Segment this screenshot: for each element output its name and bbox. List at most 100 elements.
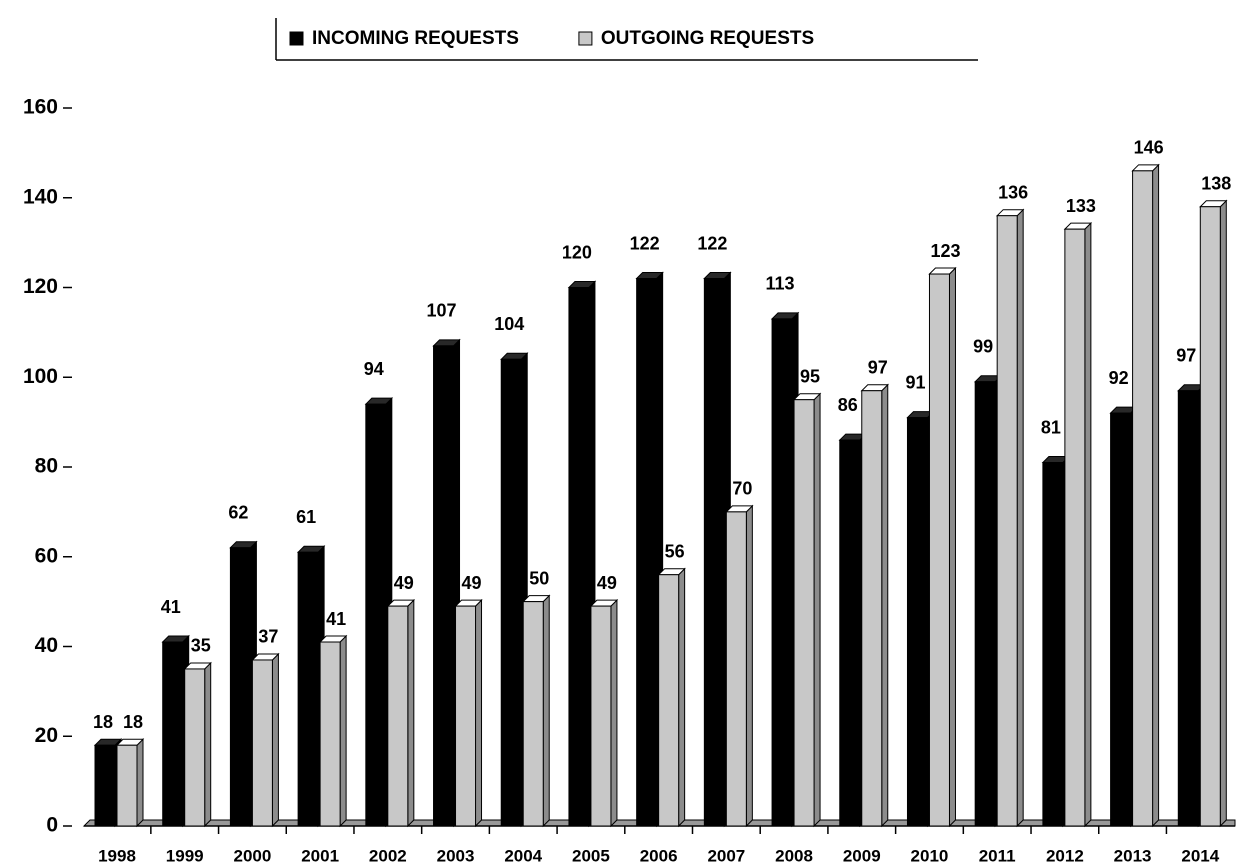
x-tick-label: 1998: [98, 846, 136, 865]
value-label: 138: [1201, 173, 1231, 193]
bar: [522, 601, 544, 827]
legend-label: INCOMING REQUESTS: [312, 28, 519, 49]
x-tick-label: 2008: [775, 846, 813, 865]
value-label: 50: [529, 568, 549, 588]
value-label: 37: [258, 627, 278, 647]
x-tick-label: 2014: [1181, 846, 1219, 865]
value-label: 97: [1176, 345, 1196, 365]
value-label: 18: [93, 712, 113, 732]
value-label: 91: [905, 372, 925, 392]
x-tick-label: 2011: [979, 846, 1016, 865]
value-label: 70: [732, 479, 752, 499]
y-tick-label: 120: [23, 275, 58, 298]
bar: [162, 641, 184, 827]
y-tick-label: 100: [23, 365, 58, 388]
value-label: 104: [494, 314, 524, 334]
bar: [703, 278, 725, 827]
bar: [319, 641, 341, 827]
bar-side: [407, 598, 415, 828]
value-label: 146: [1134, 138, 1164, 158]
bar: [433, 345, 455, 827]
x-tick-label: 2007: [707, 846, 745, 865]
value-label: 94: [364, 359, 384, 379]
bar-side: [1016, 208, 1024, 828]
bar: [297, 551, 319, 827]
x-tick-label: 1999: [166, 846, 204, 865]
y-tick-label: 20: [35, 724, 58, 747]
y-tick-label: 60: [35, 544, 58, 567]
value-label: 97: [868, 357, 888, 377]
value-label: 49: [462, 573, 482, 593]
y-tick-label: 160: [23, 96, 58, 119]
x-tick-label: 2001: [301, 846, 339, 865]
bar: [906, 417, 928, 827]
bar-side: [678, 567, 686, 828]
value-label: 133: [1066, 196, 1096, 216]
bar: [793, 399, 815, 827]
bar: [974, 381, 996, 827]
legend: INCOMING REQUESTS OUTGOING REQUESTS: [275, 18, 978, 61]
value-label: 41: [326, 609, 346, 629]
x-tick-label: 2005: [572, 846, 610, 865]
bar: [636, 278, 658, 827]
bar-side: [271, 652, 279, 828]
bar: [996, 215, 1018, 827]
value-label: 99: [973, 336, 993, 356]
x-tick-label: 2000: [233, 846, 271, 865]
bar: [229, 547, 251, 827]
bar: [1132, 170, 1154, 827]
x-tick-label: 2002: [369, 846, 407, 865]
bar: [251, 659, 273, 827]
value-label: 123: [930, 241, 960, 261]
x-tick-label: 2003: [437, 846, 475, 865]
bar: [184, 668, 206, 827]
value-label: 62: [228, 503, 248, 523]
bar: [455, 605, 477, 827]
x-tick-label: 2006: [640, 846, 678, 865]
bar-side: [204, 661, 212, 828]
bar-side: [1219, 199, 1227, 828]
bar: [387, 605, 409, 827]
bar-side: [1152, 163, 1160, 828]
bar-side: [542, 594, 550, 828]
bar: [771, 318, 793, 827]
bar: [658, 574, 680, 827]
bar-side: [813, 392, 821, 828]
value-label: 122: [697, 233, 727, 253]
bar: [1177, 390, 1199, 827]
value-label: 95: [800, 366, 820, 386]
x-tick-label: 2013: [1114, 846, 1152, 865]
bar: [500, 358, 522, 827]
value-label: 41: [161, 597, 181, 617]
bar: [568, 287, 590, 827]
bar-side: [745, 504, 753, 828]
x-tick-label: 2012: [1046, 846, 1084, 865]
x-tick-label: 2009: [843, 846, 881, 865]
bar-side: [881, 383, 889, 828]
bar-side: [948, 266, 956, 828]
value-label: 49: [597, 573, 617, 593]
value-label: 136: [998, 182, 1028, 202]
bar-side: [339, 634, 347, 828]
y-tick-label: 40: [35, 634, 58, 657]
value-label: 113: [766, 274, 795, 294]
legend-label: OUTGOING REQUESTS: [601, 28, 814, 49]
value-label: 86: [838, 395, 858, 415]
value-label: 92: [1109, 368, 1129, 388]
x-tick-label: 2010: [911, 846, 949, 865]
legend-swatch: [578, 31, 593, 46]
bar: [116, 744, 138, 827]
y-tick-label: 80: [35, 455, 58, 478]
bar: [1042, 462, 1064, 827]
legend-swatch: [289, 31, 304, 46]
y-tick-label: 140: [23, 185, 58, 208]
y-tick-label: 0: [46, 814, 58, 837]
bar: [839, 439, 861, 827]
bar-side: [475, 598, 483, 828]
bar: [861, 390, 883, 827]
value-label: 18: [123, 712, 143, 732]
value-label: 35: [191, 636, 211, 656]
value-label: 122: [630, 233, 660, 253]
value-label: 81: [1041, 417, 1061, 437]
